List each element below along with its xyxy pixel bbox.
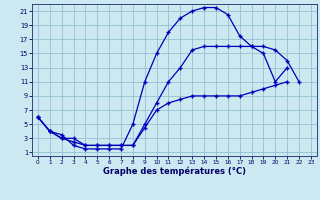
X-axis label: Graphe des températures (°C): Graphe des températures (°C) bbox=[103, 167, 246, 176]
